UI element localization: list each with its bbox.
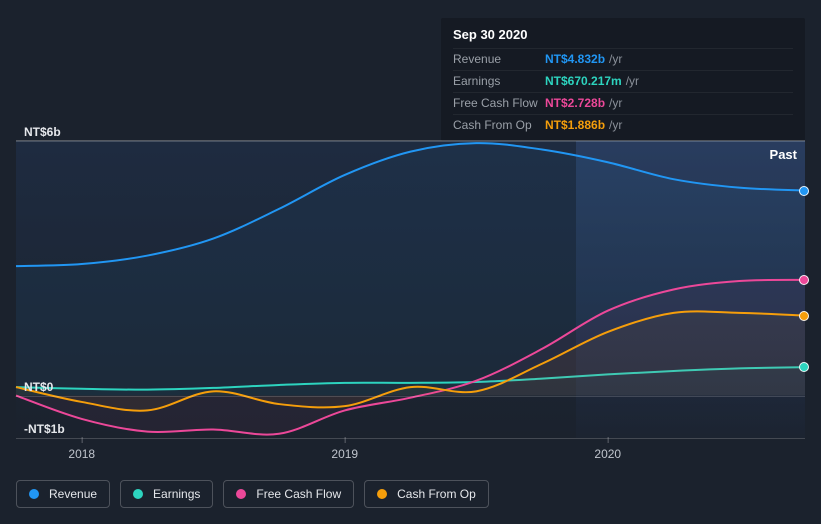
y-tick-label: NT$0 [24,380,53,394]
tooltip-value: NT$1.886b [545,117,605,134]
x-tick: 2020 [594,447,621,461]
tooltip-row: RevenueNT$4.832b/yr [453,48,793,70]
legend-label: Free Cash Flow [256,487,341,501]
chart-svg [16,141,805,438]
legend-item-fcf[interactable]: Free Cash Flow [223,480,354,508]
tooltip-label: Free Cash Flow [453,95,545,112]
y-tick-label: -NT$1b [24,422,65,436]
tooltip-label: Earnings [453,73,545,90]
legend-swatch [377,489,387,499]
series-endpoint-cfo [799,311,809,321]
legend: Revenue Earnings Free Cash Flow Cash From O… [16,480,805,508]
legend-label: Earnings [153,487,200,501]
x-tick: 2019 [331,447,358,461]
tooltip-value: NT$670.217m [545,73,622,90]
legend-swatch [133,489,143,499]
series-endpoint-fcf [799,275,809,285]
legend-item-revenue[interactable]: Revenue [16,480,110,508]
series-endpoint-earnings [799,362,809,372]
tooltip-row: EarningsNT$670.217m/yr [453,70,793,92]
line-chart[interactable]: Past NT$6bNT$0-NT$1b [16,140,805,438]
tooltip-unit: /yr [609,51,622,68]
tooltip-value: NT$4.832b [545,51,605,68]
legend-label: Revenue [49,487,97,501]
tooltip-row: Cash From OpNT$1.886b/yr [453,114,793,136]
tooltip-unit: /yr [626,73,639,90]
tooltip-value: NT$2.728b [545,95,605,112]
legend-item-earnings[interactable]: Earnings [120,480,213,508]
tooltip-unit: /yr [609,117,622,134]
x-axis: 2018 2019 2020 [16,437,805,465]
legend-item-cfo[interactable]: Cash From Op [364,480,489,508]
x-tick: 2018 [68,447,95,461]
tooltip-date: Sep 30 2020 [453,26,793,44]
legend-swatch [236,489,246,499]
chart-container: Sep 30 2020 RevenueNT$4.832b/yrEarningsN… [0,0,821,524]
tooltip-unit: /yr [609,95,622,112]
hover-tooltip: Sep 30 2020 RevenueNT$4.832b/yrEarningsN… [441,18,805,141]
series-endpoint-revenue [799,186,809,196]
tooltip-row: Free Cash FlowNT$2.728b/yr [453,92,793,114]
tooltip-label: Revenue [453,51,545,68]
legend-label: Cash From Op [397,487,476,501]
tooltip-label: Cash From Op [453,117,545,134]
y-tick-label: NT$6b [24,125,61,139]
legend-swatch [29,489,39,499]
